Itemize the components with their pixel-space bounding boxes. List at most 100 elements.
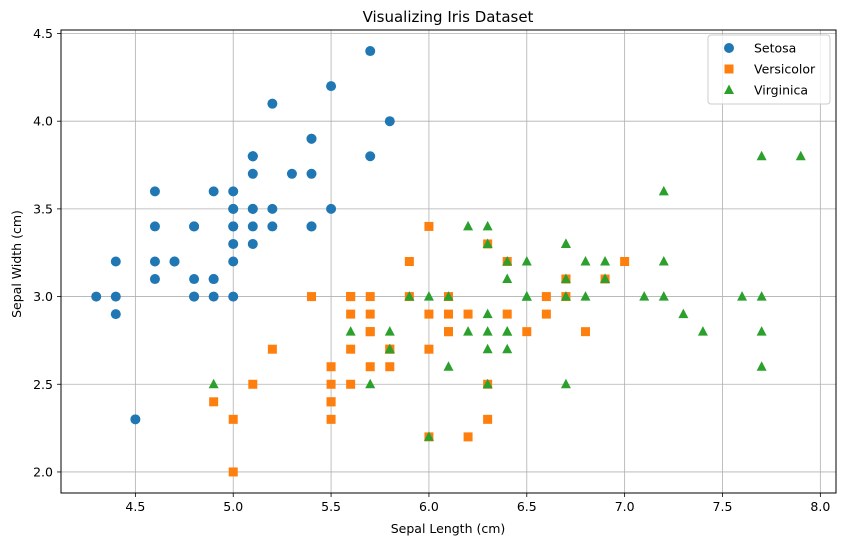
- data-point-versicolor: [483, 414, 493, 424]
- legend: Setosa Versicolor Virginica: [707, 34, 831, 105]
- data-point-versicolor: [307, 292, 317, 302]
- data-point-setosa: [247, 168, 258, 179]
- data-point-setosa: [130, 414, 141, 425]
- x-axis-label: Sepal Length (cm): [391, 521, 506, 536]
- data-point-virginica: [678, 308, 689, 319]
- data-point-virginica: [365, 378, 376, 389]
- data-point-versicolor: [209, 397, 219, 407]
- data-point-virginica: [697, 326, 708, 336]
- data-point-setosa: [189, 291, 200, 302]
- data-point-virginica: [423, 291, 434, 301]
- data-point-virginica: [521, 256, 532, 266]
- data-point-setosa: [267, 203, 278, 214]
- data-point-virginica: [737, 291, 748, 301]
- data-point-setosa: [267, 98, 278, 109]
- data-point-virginica: [658, 256, 669, 266]
- data-point-virginica: [208, 378, 219, 389]
- data-point-versicolor: [424, 344, 434, 354]
- data-point-virginica: [463, 326, 474, 336]
- data-point-virginica: [600, 273, 611, 284]
- data-point-virginica: [756, 326, 767, 336]
- data-point-virginica: [560, 273, 571, 284]
- data-point-setosa: [306, 133, 317, 144]
- x-tick-label: 4.5: [125, 499, 145, 514]
- data-point-setosa: [306, 168, 317, 179]
- data-point-versicolor: [326, 397, 336, 407]
- y-axis-label: Sepal Width (cm): [9, 210, 24, 318]
- data-point-versicolor: [346, 309, 356, 319]
- data-point-setosa: [189, 221, 200, 232]
- y-tick-label: 3.5: [33, 201, 53, 216]
- data-point-virginica: [580, 256, 591, 266]
- x-tick-label: 6.5: [517, 499, 537, 514]
- data-point-virginica: [502, 256, 513, 266]
- data-point-virginica: [795, 150, 806, 161]
- data-point-versicolor: [424, 221, 434, 231]
- chart-title: Visualizing Iris Dataset: [363, 8, 534, 26]
- data-point-virginica: [384, 343, 395, 354]
- data-point-versicolor: [346, 292, 356, 302]
- data-point-virginica: [502, 273, 513, 284]
- series-versicolor: [209, 221, 630, 477]
- data-point-versicolor: [541, 309, 551, 319]
- data-point-setosa: [384, 116, 395, 127]
- data-point-setosa: [286, 168, 297, 179]
- data-point-setosa: [110, 256, 121, 267]
- data-point-versicolor: [522, 327, 532, 337]
- data-point-virginica: [443, 361, 454, 371]
- data-point-setosa: [169, 256, 180, 267]
- data-point-versicolor: [404, 257, 414, 266]
- data-point-versicolor: [248, 379, 258, 389]
- data-point-setosa: [228, 291, 239, 302]
- data-point-versicolor: [365, 292, 375, 302]
- data-point-versicolor: [502, 309, 512, 319]
- data-point-versicolor: [228, 467, 238, 477]
- series-virginica: [208, 150, 806, 441]
- data-point-versicolor: [444, 309, 453, 319]
- data-point-versicolor: [326, 414, 336, 424]
- data-point-setosa: [247, 238, 258, 249]
- data-point-versicolor: [267, 344, 277, 354]
- data-point-versicolor: [346, 379, 356, 389]
- data-point-virginica: [384, 326, 395, 336]
- x-tick-label: 6.0: [419, 499, 439, 514]
- data-point-setosa: [110, 309, 121, 320]
- data-point-versicolor: [424, 309, 434, 319]
- data-point-setosa: [228, 238, 239, 249]
- data-point-setosa: [228, 186, 239, 197]
- y-tick-label: 4.0: [33, 114, 53, 129]
- data-point-versicolor: [365, 362, 375, 372]
- data-point-versicolor: [365, 327, 375, 337]
- x-tick-label: 7.0: [615, 499, 635, 514]
- data-point-virginica: [560, 291, 571, 301]
- data-point-virginica: [423, 431, 434, 441]
- data-point-virginica: [482, 308, 493, 319]
- legend-box: [707, 34, 831, 105]
- plot-frame: [60, 29, 837, 494]
- legend-marker-virginica: [724, 84, 734, 94]
- data-point-setosa: [365, 151, 376, 162]
- data-point-versicolor: [346, 344, 356, 354]
- data-point-setosa: [228, 203, 239, 214]
- data-point-setosa: [208, 291, 219, 302]
- data-point-setosa: [189, 274, 200, 285]
- data-point-virginica: [560, 238, 571, 248]
- data-point-setosa: [365, 46, 376, 57]
- data-point-setosa: [247, 203, 258, 214]
- data-point-virginica: [580, 291, 591, 301]
- data-point-virginica: [521, 291, 532, 301]
- data-point-versicolor: [541, 292, 551, 302]
- axis-ticks: 4.5 5.0 5.5 6.0 6.5 7.0 7.5 8.0 2.0 2.5 3.0 3.5 4.0 4…: [33, 26, 830, 514]
- y-tick-label: 2.5: [33, 377, 53, 392]
- data-point-virginica: [345, 326, 356, 336]
- data-point-virginica: [756, 150, 767, 161]
- legend-label-virginica: Virginica: [754, 83, 808, 98]
- data-point-virginica: [756, 361, 767, 371]
- data-point-setosa: [228, 256, 239, 267]
- data-point-setosa: [247, 151, 258, 162]
- legend-marker-versicolor: [724, 64, 734, 74]
- data-point-virginica: [463, 220, 474, 231]
- series-setosa: [91, 46, 395, 425]
- data-point-versicolor: [463, 432, 473, 442]
